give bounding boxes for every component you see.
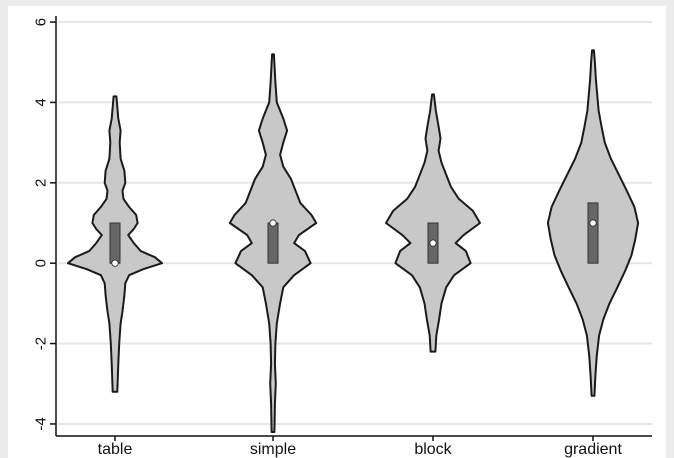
y-tick-label-3: 2 xyxy=(33,179,50,187)
box-simple xyxy=(267,222,279,264)
violins xyxy=(67,49,640,433)
y-tick-label-5: 6 xyxy=(33,18,50,26)
median-simple xyxy=(269,219,277,227)
y-tick-label-2: 0 xyxy=(33,259,50,267)
y-tick-label-1: -2 xyxy=(33,337,50,350)
box-gradient xyxy=(587,202,599,264)
median-gradient xyxy=(589,219,597,227)
x-tick-label-table: table xyxy=(98,441,133,458)
gridlines xyxy=(58,21,652,425)
median-block xyxy=(429,239,437,247)
median-table xyxy=(111,259,119,267)
y-tick-label-4: 4 xyxy=(33,98,50,106)
y-tick-label-0: -4 xyxy=(33,417,50,430)
box-table xyxy=(109,222,121,264)
axes: -4 -2 0 2 4 6 table simple block gradient xyxy=(33,16,652,458)
x-tick-label-simple: simple xyxy=(250,441,296,458)
x-tick-label-gradient: gradient xyxy=(564,441,622,458)
x-tick-label-block: block xyxy=(414,441,452,458)
